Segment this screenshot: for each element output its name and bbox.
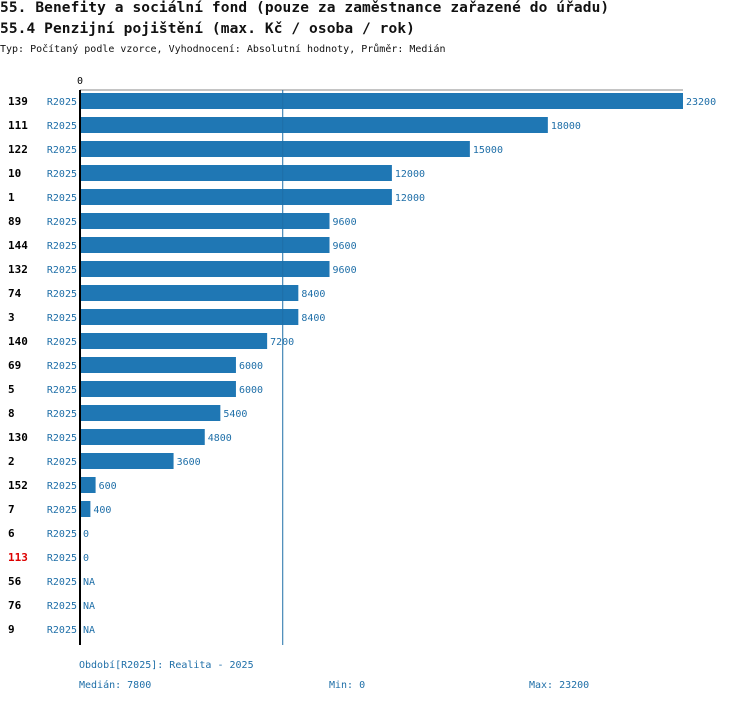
row-id-label: 5 xyxy=(8,383,15,396)
row-id-label: 111 xyxy=(8,119,28,132)
row-id-label: 89 xyxy=(8,215,21,228)
bar xyxy=(80,93,683,109)
row-period-label: R2025 xyxy=(47,337,77,348)
row-period-label: R2025 xyxy=(47,121,77,132)
row-id-label: 8 xyxy=(8,407,15,420)
bar-value-label: 5400 xyxy=(223,409,247,420)
row-period-label: R2025 xyxy=(47,577,77,588)
bar-value-label: 15000 xyxy=(473,145,503,156)
min-info: Min: 0 xyxy=(329,680,366,691)
row-period-label: R2025 xyxy=(47,601,77,612)
row-period-label: R2025 xyxy=(47,553,77,564)
row-period-label: R2025 xyxy=(47,433,77,444)
row-id-label: 130 xyxy=(8,431,28,444)
max-info: Max: 23200 xyxy=(529,680,590,691)
period-info: Období[R2025]: Realita - 2025 xyxy=(79,660,254,671)
bar xyxy=(80,261,330,277)
row-period-label: R2025 xyxy=(47,529,77,540)
bar-value-label: 8400 xyxy=(301,313,325,324)
chart-type-line: Typ: Počítaný podle vzorce, Vyhodnocení:… xyxy=(0,44,446,55)
row-id-label: 56 xyxy=(8,575,22,588)
bar xyxy=(80,309,299,325)
bar xyxy=(80,165,392,181)
bar-value-label: NA xyxy=(83,577,95,588)
row-period-label: R2025 xyxy=(47,193,77,204)
bar xyxy=(80,117,548,133)
bar xyxy=(80,189,392,205)
row-id-label: 152 xyxy=(8,479,28,492)
bar-value-label: 9600 xyxy=(333,241,357,252)
bar-value-label: 400 xyxy=(93,505,111,516)
bar-value-label: 9600 xyxy=(333,265,357,276)
bar-value-label: 8400 xyxy=(301,289,325,300)
bar-value-label: 9600 xyxy=(333,217,357,228)
bar xyxy=(80,477,96,493)
row-id-label: 140 xyxy=(8,335,28,348)
bar-value-label: 18000 xyxy=(551,121,581,132)
bar xyxy=(80,333,268,349)
bar xyxy=(80,453,174,469)
row-id-label: 3 xyxy=(8,311,15,324)
row-id-label: 139 xyxy=(8,95,28,108)
bar-value-label: 6000 xyxy=(239,361,263,372)
row-id-label: 69 xyxy=(8,359,21,372)
row-period-label: R2025 xyxy=(47,97,77,108)
bar-value-label: 600 xyxy=(99,481,117,492)
row-period-label: R2025 xyxy=(47,313,77,324)
bar-value-label: 23200 xyxy=(686,97,716,108)
bar xyxy=(80,381,236,397)
row-period-label: R2025 xyxy=(47,289,77,300)
row-period-label: R2025 xyxy=(47,217,77,228)
bar xyxy=(80,429,205,445)
row-id-label: 10 xyxy=(8,167,21,180)
row-id-label: 132 xyxy=(8,263,28,276)
bar-value-label: 7200 xyxy=(270,337,294,348)
row-period-label: R2025 xyxy=(47,361,77,372)
bar xyxy=(80,501,91,517)
bar-value-label: 3600 xyxy=(177,457,201,468)
row-id-label: 122 xyxy=(8,143,28,156)
median-info: Medián: 7800 xyxy=(79,680,152,691)
bar xyxy=(80,285,299,301)
row-period-label: R2025 xyxy=(47,409,77,420)
bar xyxy=(80,141,470,157)
bar-value-label: 0 xyxy=(83,529,89,540)
row-period-label: R2025 xyxy=(47,145,77,156)
bar xyxy=(80,237,330,253)
row-id-label: 144 xyxy=(8,239,28,252)
row-id-label: 76 xyxy=(8,599,22,612)
row-id-label: 9 xyxy=(8,623,15,636)
row-period-label: R2025 xyxy=(47,457,77,468)
bar-value-label: 4800 xyxy=(208,433,232,444)
row-id-label: 1 xyxy=(8,191,15,204)
bar xyxy=(80,213,330,229)
bar-value-label: NA xyxy=(83,601,95,612)
row-period-label: R2025 xyxy=(47,481,77,492)
bar xyxy=(80,357,236,373)
row-period-label: R2025 xyxy=(47,625,77,636)
row-period-label: R2025 xyxy=(47,241,77,252)
row-id-label: 113 xyxy=(8,551,28,564)
row-id-label: 74 xyxy=(8,287,22,300)
row-id-label: 7 xyxy=(8,503,15,516)
row-period-label: R2025 xyxy=(47,385,77,396)
row-id-label: 2 xyxy=(8,455,15,468)
row-id-label: 6 xyxy=(8,527,15,540)
axis-tick-label: 0 xyxy=(77,76,83,87)
bar-value-label: 0 xyxy=(83,553,89,564)
bar-value-label: NA xyxy=(83,625,95,636)
chart-title: 55. Benefity a sociální fond (pouze za z… xyxy=(0,0,610,16)
bar xyxy=(80,405,221,421)
bar-value-label: 6000 xyxy=(239,385,263,396)
bar-value-label: 12000 xyxy=(395,193,425,204)
chart-subtitle: 55.4 Penzijní pojištění (max. Kč / osoba… xyxy=(0,21,415,37)
bar-value-label: 12000 xyxy=(395,169,425,180)
row-period-label: R2025 xyxy=(47,265,77,276)
row-period-label: R2025 xyxy=(47,169,77,180)
row-period-label: R2025 xyxy=(47,505,77,516)
